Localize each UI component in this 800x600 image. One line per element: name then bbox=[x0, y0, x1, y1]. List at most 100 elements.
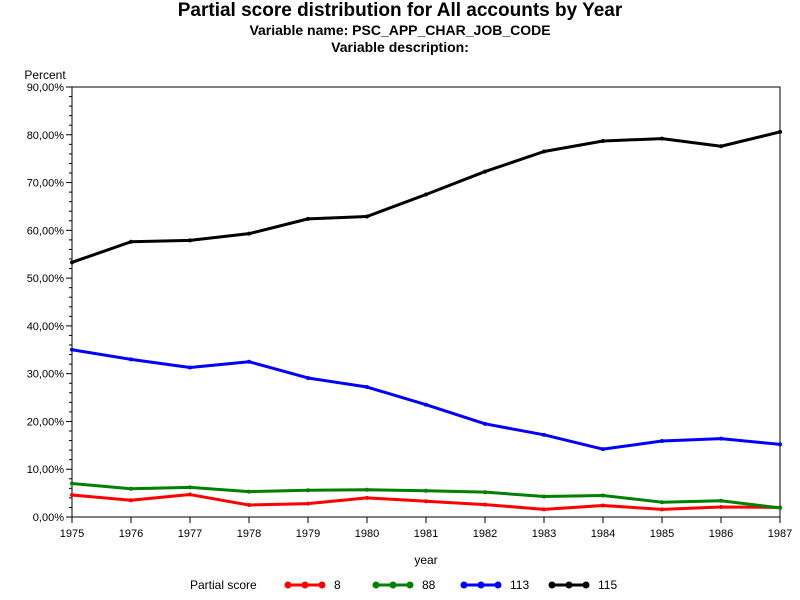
x-tick-label: 1987 bbox=[768, 528, 792, 540]
data-point-115 bbox=[483, 169, 487, 174]
data-point-115 bbox=[129, 239, 133, 244]
data-point-113 bbox=[247, 359, 251, 364]
data-point-88 bbox=[188, 485, 192, 490]
y-axis-label: Percent bbox=[24, 68, 66, 82]
data-point-113 bbox=[483, 421, 487, 426]
data-point-8 bbox=[719, 504, 723, 509]
data-point-115 bbox=[601, 138, 605, 143]
data-point-113 bbox=[660, 439, 664, 444]
legend-swatch-marker-8 bbox=[301, 581, 309, 589]
x-tick-label: 1976 bbox=[119, 528, 143, 540]
legend-label-113: 113 bbox=[510, 578, 529, 592]
x-tick-label: 1981 bbox=[414, 528, 438, 540]
legend-title: Partial score bbox=[190, 578, 257, 592]
data-point-88 bbox=[70, 481, 74, 486]
data-point-115 bbox=[719, 144, 723, 149]
data-point-8 bbox=[247, 503, 251, 508]
data-point-113 bbox=[365, 385, 369, 390]
data-point-115 bbox=[660, 136, 664, 141]
data-point-8 bbox=[660, 507, 664, 512]
y-tick-label: 20,00% bbox=[27, 416, 65, 428]
legend-swatch-marker-115 bbox=[582, 581, 590, 589]
x-tick-label: 1977 bbox=[178, 528, 202, 540]
x-tick-label: 1979 bbox=[296, 528, 320, 540]
data-point-88 bbox=[424, 488, 428, 493]
x-axis-label: year bbox=[414, 553, 437, 567]
data-point-115 bbox=[247, 231, 251, 236]
legend-label-88: 88 bbox=[422, 578, 436, 592]
data-point-115 bbox=[424, 192, 428, 197]
x-tick-label: 1983 bbox=[532, 528, 556, 540]
legend-swatch-marker-88 bbox=[389, 581, 397, 589]
y-tick-label: 0,00% bbox=[33, 512, 64, 524]
legend-label-115: 115 bbox=[598, 578, 617, 592]
x-tick-label: 1980 bbox=[355, 528, 379, 540]
plot-area-frame bbox=[71, 86, 781, 518]
data-point-8 bbox=[306, 501, 310, 506]
y-tick-label: 80,00% bbox=[27, 130, 65, 142]
y-tick-label: 70,00% bbox=[27, 178, 65, 190]
y-tick-label: 90,00% bbox=[27, 82, 65, 94]
legend-swatch-marker-113 bbox=[460, 581, 468, 589]
data-point-115 bbox=[778, 129, 782, 134]
legend-swatch-marker-113 bbox=[494, 581, 502, 589]
data-point-113 bbox=[188, 365, 192, 370]
data-point-113 bbox=[542, 432, 546, 437]
data-point-8 bbox=[188, 492, 192, 497]
data-point-88 bbox=[542, 494, 546, 499]
legend-swatch-marker-88 bbox=[372, 581, 380, 589]
data-point-8 bbox=[129, 498, 133, 503]
series-line-115 bbox=[71, 130, 781, 264]
data-point-88 bbox=[660, 500, 664, 505]
data-point-113 bbox=[306, 375, 310, 380]
data-point-88 bbox=[778, 505, 782, 510]
data-point-8 bbox=[601, 503, 605, 508]
data-point-8 bbox=[70, 493, 74, 498]
y-tick-label: 60,00% bbox=[27, 225, 65, 237]
data-point-115 bbox=[365, 214, 369, 219]
x-tick-label: 1982 bbox=[473, 528, 497, 540]
data-point-8 bbox=[365, 495, 369, 500]
x-tick-label: 1975 bbox=[60, 528, 84, 540]
y-tick-label: 30,00% bbox=[27, 369, 65, 381]
data-point-115 bbox=[188, 238, 192, 243]
series-line-113 bbox=[71, 348, 781, 451]
y-tick-label: 40,00% bbox=[27, 321, 65, 333]
data-point-113 bbox=[424, 402, 428, 407]
x-tick-label: 1986 bbox=[709, 528, 733, 540]
variable-description: Variable description: bbox=[331, 39, 469, 55]
data-point-8 bbox=[483, 502, 487, 507]
x-tick-label: 1984 bbox=[591, 528, 615, 540]
data-point-88 bbox=[306, 488, 310, 493]
data-point-88 bbox=[247, 489, 251, 494]
y-tick-label: 10,00% bbox=[27, 464, 65, 476]
data-point-113 bbox=[719, 436, 723, 441]
data-point-88 bbox=[365, 487, 369, 492]
y-tick-label: 50,00% bbox=[27, 273, 65, 285]
data-point-8 bbox=[542, 507, 546, 512]
data-point-113 bbox=[129, 357, 133, 362]
data-point-88 bbox=[483, 490, 487, 495]
x-tick-label: 1985 bbox=[650, 528, 674, 540]
data-point-88 bbox=[129, 486, 133, 491]
legend-swatch-marker-115 bbox=[548, 581, 556, 589]
data-point-88 bbox=[601, 493, 605, 498]
x-tick-label: 1978 bbox=[237, 528, 261, 540]
legend-swatch-marker-8 bbox=[284, 581, 292, 589]
data-point-113 bbox=[778, 442, 782, 447]
chart-title: Partial score distribution for All accou… bbox=[177, 0, 623, 21]
legend-swatch-marker-8 bbox=[318, 581, 326, 589]
legend-swatch-marker-113 bbox=[477, 581, 485, 589]
data-point-88 bbox=[719, 498, 723, 503]
data-point-115 bbox=[306, 216, 310, 221]
legend-label-8: 8 bbox=[334, 578, 341, 592]
legend-swatch-marker-115 bbox=[565, 581, 573, 589]
data-point-113 bbox=[70, 347, 74, 352]
variable-name: Variable name: PSC_APP_CHAR_JOB_CODE bbox=[249, 22, 551, 38]
data-point-113 bbox=[601, 447, 605, 452]
data-point-115 bbox=[542, 149, 546, 154]
data-point-115 bbox=[70, 260, 74, 265]
data-point-8 bbox=[424, 499, 428, 504]
legend-swatch-marker-88 bbox=[406, 581, 414, 589]
